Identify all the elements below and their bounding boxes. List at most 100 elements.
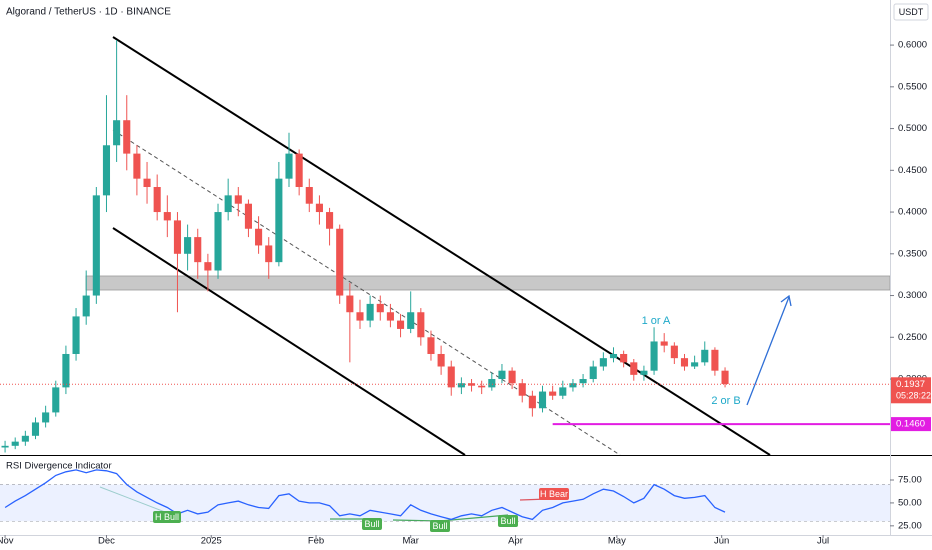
candle-body xyxy=(447,366,455,388)
currency-box xyxy=(893,3,929,21)
candle-body xyxy=(660,341,668,346)
candle-body xyxy=(538,391,547,409)
candle-body xyxy=(21,435,29,442)
candle-body xyxy=(488,379,496,388)
label-box xyxy=(430,520,450,532)
wave-label: 2 or B xyxy=(711,395,740,407)
currency: USDT xyxy=(899,7,924,17)
candle-body xyxy=(265,245,273,263)
candle-body xyxy=(457,383,465,388)
candle-body xyxy=(508,370,516,384)
label-box xyxy=(498,515,518,527)
wave-label: 1 or A xyxy=(642,315,671,327)
x-tick-label: Dec xyxy=(98,536,115,547)
candle-body xyxy=(356,312,364,321)
candle-body xyxy=(397,320,405,329)
arrow-head xyxy=(780,294,792,307)
candle-body xyxy=(407,312,415,329)
candle-body xyxy=(549,391,557,396)
label-box xyxy=(362,518,382,530)
candle-body xyxy=(609,353,618,359)
candle-body xyxy=(285,153,293,179)
divergence-label: H Bull xyxy=(155,512,179,522)
candle-body xyxy=(204,262,212,271)
candle-body xyxy=(589,366,597,380)
candle-body xyxy=(123,120,131,154)
candle-body xyxy=(255,228,263,246)
last-price-box xyxy=(891,377,931,404)
candle-body xyxy=(630,362,638,375)
price-layer xyxy=(0,40,890,453)
candle-body xyxy=(72,316,80,354)
candle-body xyxy=(518,383,526,396)
candle-body xyxy=(559,387,567,396)
candle-body xyxy=(620,353,628,363)
y-tick-label: 0.5500 xyxy=(898,81,927,92)
candle-body xyxy=(569,383,577,388)
x-tick-label: Mar xyxy=(403,536,419,547)
candle-body xyxy=(295,153,303,188)
rsi-tick-label: 25.00 xyxy=(898,520,922,531)
candle-body xyxy=(326,212,334,229)
candle-body xyxy=(315,203,323,213)
candle-body xyxy=(417,312,425,338)
candle-body xyxy=(133,153,141,179)
candle-body xyxy=(234,195,242,204)
candle-body xyxy=(427,337,435,354)
candle-body xyxy=(113,120,121,146)
candle-body xyxy=(184,237,192,254)
candle-body xyxy=(244,203,252,229)
candle-body xyxy=(62,353,70,388)
y-tick-label: 0.3000 xyxy=(898,290,927,301)
candle-body xyxy=(386,312,394,321)
candle-body xyxy=(224,195,232,213)
candle-body xyxy=(92,195,100,296)
candle-body xyxy=(528,395,536,409)
candle-body xyxy=(599,358,607,367)
candle-body xyxy=(680,358,689,367)
candle-body xyxy=(194,237,202,263)
y-tick-label: 0.4000 xyxy=(898,207,927,218)
rsi-tick-label: 75.00 xyxy=(898,475,922,486)
y-tick-label: 0.2500 xyxy=(898,332,927,343)
rsi-line xyxy=(4,469,726,521)
x-tick-label: 2025 xyxy=(201,536,222,547)
candle-body xyxy=(478,385,486,388)
rsi-title: RSI Divergence Indicator xyxy=(6,461,112,472)
candle-body xyxy=(336,228,344,296)
projection-arrow xyxy=(746,296,790,406)
last-price-label: 0.1937 xyxy=(896,379,925,390)
rsi-tick-label: 50.00 xyxy=(898,497,922,508)
candle-body xyxy=(640,370,648,375)
divergence-label: H Bear xyxy=(540,489,568,499)
chart-title: Algorand / TetherUS · 1D · BINANCE xyxy=(6,7,171,18)
candle-body xyxy=(214,212,222,271)
y-tick-label: 0.5000 xyxy=(898,123,927,134)
candle-body xyxy=(173,220,182,254)
label-box xyxy=(153,511,181,523)
candle-body xyxy=(143,178,151,188)
candle-body xyxy=(11,441,19,446)
candle-body xyxy=(437,353,445,367)
y-tick-label: 0.6000 xyxy=(898,40,927,51)
divergence-label: Bull xyxy=(432,521,447,531)
y-tick-label: 0.3500 xyxy=(898,248,927,259)
channel-lower xyxy=(112,227,466,456)
candle-body xyxy=(376,303,384,313)
divergence-label: Bull xyxy=(500,516,515,526)
x-tick-label: Jun xyxy=(714,536,729,547)
candle-body xyxy=(711,349,719,371)
rsi-labels: H Bull Bull Bull Bull H Bear xyxy=(153,488,569,532)
x-tick-label: Apr xyxy=(508,536,523,547)
candle-body xyxy=(42,412,50,423)
candle-body xyxy=(498,370,506,380)
candle-body xyxy=(163,212,171,221)
candle-body xyxy=(82,295,90,317)
candle-body xyxy=(275,178,283,263)
label-box xyxy=(539,488,569,500)
x-tick-label: Feb xyxy=(308,536,324,547)
candle-body xyxy=(701,349,709,363)
